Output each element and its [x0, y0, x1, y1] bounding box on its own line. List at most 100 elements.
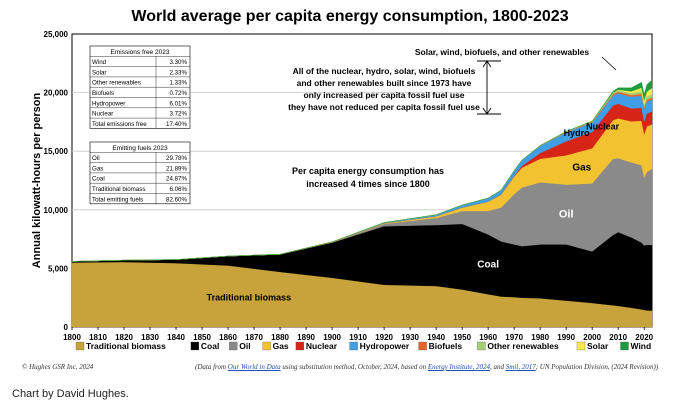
footer-copyright: © Hughes GSR Inc, 2024: [22, 363, 94, 371]
legend-swatch: [418, 341, 427, 351]
annotation-increase: Per capita energy consumption has: [292, 166, 444, 176]
table-cell-value: 24.87%: [166, 176, 187, 183]
table-cell-value: 17.40%: [166, 121, 187, 128]
x-tick-label: 1940: [427, 333, 445, 342]
x-tick-label: 1930: [401, 333, 419, 342]
table-cell-value: 82.60%: [166, 196, 187, 203]
legend-label: Solar: [587, 341, 609, 351]
y-tick-label: 0: [64, 323, 69, 332]
x-tick-label: 1880: [271, 333, 289, 342]
annotation-arrow-down: [482, 107, 492, 115]
legend-swatch: [477, 341, 486, 351]
annotation-since-1973: All of the nuclear, hydro, solar, wind, …: [293, 66, 476, 76]
legend-swatch: [295, 341, 305, 351]
table-cell-name: Gas: [92, 165, 103, 172]
legend-label: Wind: [631, 341, 652, 351]
chart-title: World average per capita energy consumpt…: [131, 8, 569, 25]
x-tick-label: 2020: [635, 333, 653, 342]
legend-label: Coal: [201, 341, 219, 351]
source-text: using substitution method, October, 2024…: [280, 363, 428, 371]
table-cell-value: 0.72%: [169, 90, 187, 97]
source-text: , and: [490, 363, 506, 371]
table-header: Emissions free 2023: [111, 49, 170, 56]
y-tick-label: 20,000: [44, 89, 69, 98]
annotation-renewables: Solar, wind, biofuels, and other renewab…: [415, 47, 590, 57]
legend-swatch: [229, 341, 238, 351]
legend-label: Nuclear: [306, 341, 338, 351]
table-cell-value: 1.33%: [169, 80, 187, 87]
annotation-arrow-up: [482, 60, 492, 68]
legend-label: Oil: [239, 341, 250, 351]
legend-label: Hydropower: [360, 341, 410, 351]
x-tick-label: 1810: [89, 333, 107, 342]
table-cell-value: 6.06%: [169, 186, 187, 193]
y-tick-label: 5,000: [48, 264, 69, 273]
x-tick-label: 1970: [505, 333, 523, 342]
x-tick-label: 1960: [479, 333, 497, 342]
legend-swatch: [75, 341, 85, 351]
legend-label: Biofuels: [429, 341, 463, 351]
footer-source: (Data from Our World in Data using subst…: [195, 363, 658, 371]
table-header: Emitting fuels 2023: [112, 145, 168, 152]
annotation-pointer: [601, 56, 617, 71]
y-axis-label: Annual kilowatt-hours per person: [31, 93, 43, 269]
source-text: ; UN Population Division, (2024 Revision…: [535, 363, 659, 371]
x-tick-label: 1950: [453, 333, 471, 342]
annotation-since-1973: only increased per capita fossil fuel us…: [303, 90, 464, 100]
table-cell-name: Coal: [92, 176, 105, 183]
table-cell-name: Other renewables: [92, 80, 141, 87]
table-cell-name: Traditional biomass: [92, 186, 145, 193]
table-cell-name: Solar: [92, 69, 106, 76]
legend-label: Gas: [273, 341, 289, 351]
legend-swatch: [349, 341, 358, 351]
area-label: Traditional biomass: [207, 293, 292, 303]
y-tick-label: 10,000: [44, 206, 69, 215]
table-cell-name: Total emitting fuels: [92, 196, 143, 203]
source-text: (Data from: [195, 363, 228, 371]
area-label: Nuclear: [586, 121, 620, 131]
x-tick-label: 1840: [167, 333, 185, 342]
y-tick-label: 25,000: [44, 30, 69, 39]
x-tick-label: 1890: [297, 333, 315, 342]
legend-swatch: [576, 341, 586, 351]
x-tick-label: 1860: [219, 333, 237, 342]
table-cell-value: 3.30%: [169, 59, 187, 66]
table-cell-name: Biofuels: [92, 90, 114, 97]
table-cell-name: Nuclear: [92, 111, 113, 118]
annotation-since-1973: and other renewables built since 1973 ha…: [297, 78, 472, 88]
area-wind: [71, 79, 653, 262]
legend-swatch: [262, 341, 271, 351]
area-label: Hydro: [564, 128, 591, 138]
legend-label: Traditional biomass: [86, 341, 166, 351]
table-cell-value: 3.72%: [169, 111, 187, 118]
x-tick-label: 1900: [323, 333, 341, 342]
table-cell-value: 21.89%: [166, 165, 187, 172]
x-tick-label: 1830: [141, 333, 159, 342]
table-cell-value: 29.78%: [166, 155, 187, 162]
source-link[interactable]: Our World in Data: [227, 363, 281, 371]
area-label: Oil: [559, 208, 574, 220]
source-link[interactable]: Smil, 2017: [505, 363, 536, 371]
annotation-increase: increased 4 times since 1800: [306, 179, 430, 189]
x-tick-label: 1990: [557, 333, 575, 342]
x-tick-label: 1910: [349, 333, 367, 342]
table-cell-name: Total emissions free: [92, 121, 147, 128]
table-cell-name: Hydropower: [92, 100, 125, 107]
area-label: Coal: [477, 259, 499, 270]
source-link[interactable]: Energy Institute, 2024: [427, 363, 490, 371]
chart-credit: Chart by David Hughes.: [12, 388, 129, 400]
y-tick-label: 15,000: [44, 147, 69, 156]
table-cell-value: 6.01%: [169, 100, 187, 107]
x-tick-label: 2000: [583, 333, 601, 342]
x-tick-label: 1800: [63, 333, 81, 342]
x-tick-label: 1820: [115, 333, 133, 342]
legend-label: Other renewables: [487, 341, 559, 351]
table-cell-name: Oil: [92, 155, 100, 162]
x-tick-label: 1870: [245, 333, 263, 342]
x-tick-label: 2010: [609, 333, 627, 342]
annotation-since-1973: they have not reduced per capita fossil …: [288, 102, 480, 112]
area-label: Gas: [572, 162, 591, 173]
table-cell-value: 2.33%: [169, 69, 187, 76]
